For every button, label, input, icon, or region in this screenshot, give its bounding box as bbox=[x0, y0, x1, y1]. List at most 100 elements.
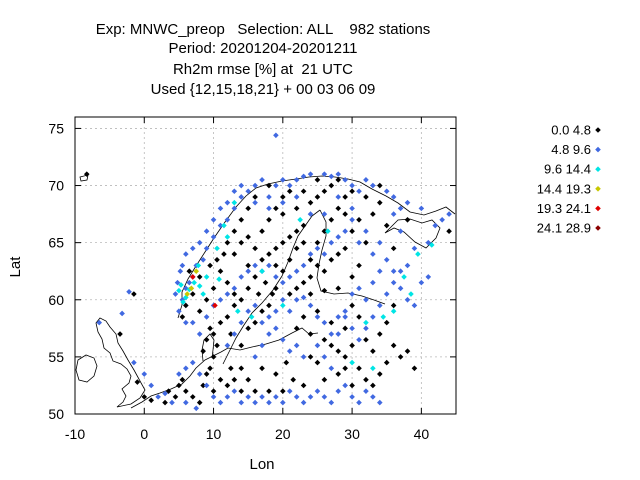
data-point bbox=[234, 308, 241, 314]
data-point bbox=[300, 262, 307, 269]
data-point bbox=[370, 279, 376, 286]
data-point bbox=[286, 256, 293, 263]
series-4 bbox=[189, 274, 218, 309]
data-point bbox=[217, 222, 224, 229]
data-point bbox=[300, 173, 307, 180]
data-point bbox=[286, 188, 293, 195]
data-point bbox=[383, 319, 390, 326]
data-point bbox=[314, 359, 321, 366]
data-point bbox=[176, 382, 182, 389]
data-point bbox=[307, 199, 314, 206]
data-point bbox=[231, 376, 238, 383]
data-point bbox=[231, 331, 238, 337]
data-point bbox=[349, 291, 355, 297]
data-point bbox=[349, 382, 355, 389]
data-point bbox=[196, 283, 203, 289]
data-point bbox=[221, 222, 227, 229]
data-point bbox=[176, 371, 182, 377]
data-point bbox=[321, 394, 328, 400]
data-point bbox=[314, 262, 321, 269]
data-point bbox=[293, 325, 300, 332]
data-point bbox=[383, 256, 390, 263]
data-point bbox=[356, 314, 362, 320]
data-point bbox=[446, 228, 452, 235]
chart-title-line-1: Exp: MNWC_preop Selection: ALL 982 stati… bbox=[95, 21, 431, 38]
data-point bbox=[259, 256, 265, 263]
data-point bbox=[238, 217, 245, 223]
data-point bbox=[217, 268, 224, 275]
data-point bbox=[328, 256, 335, 263]
data-point bbox=[207, 365, 213, 372]
data-point bbox=[238, 399, 245, 406]
data-point bbox=[162, 390, 168, 397]
data-point bbox=[196, 399, 203, 406]
data-point bbox=[179, 296, 186, 303]
data-point bbox=[169, 399, 175, 406]
data-point bbox=[83, 171, 90, 177]
data-point bbox=[96, 319, 103, 326]
data-point bbox=[238, 342, 245, 349]
data-point bbox=[176, 308, 182, 314]
data-point bbox=[238, 274, 245, 280]
data-point bbox=[397, 205, 404, 212]
data-point bbox=[363, 376, 369, 383]
data-point bbox=[148, 397, 154, 404]
data-point bbox=[228, 331, 234, 337]
data-point bbox=[349, 274, 355, 280]
data-point bbox=[356, 262, 362, 269]
data-point bbox=[231, 291, 238, 297]
data-point bbox=[370, 251, 376, 257]
data-point bbox=[363, 325, 369, 332]
chart-title-line-2: Period: 20201204-20201211 bbox=[168, 40, 358, 57]
data-point bbox=[314, 194, 321, 200]
data-point bbox=[280, 268, 286, 275]
data-point bbox=[141, 394, 148, 400]
data-point bbox=[280, 199, 286, 206]
data-point bbox=[356, 239, 362, 246]
data-point bbox=[245, 325, 251, 332]
legend-marker bbox=[595, 225, 601, 231]
coastline-ireland bbox=[75, 354, 98, 383]
data-point bbox=[293, 245, 300, 252]
data-point bbox=[189, 274, 196, 280]
legend-marker bbox=[595, 205, 601, 212]
data-point bbox=[342, 314, 348, 320]
points-layer bbox=[83, 132, 452, 412]
data-point bbox=[224, 394, 231, 400]
data-point bbox=[189, 394, 196, 400]
data-point bbox=[328, 331, 335, 337]
data-point bbox=[203, 245, 210, 252]
data-point bbox=[189, 245, 196, 252]
data-point bbox=[321, 336, 328, 343]
data-point bbox=[172, 291, 179, 297]
data-point bbox=[307, 211, 314, 217]
data-point bbox=[328, 173, 335, 180]
data-point bbox=[210, 354, 217, 360]
data-point bbox=[193, 268, 200, 275]
data-point bbox=[356, 399, 362, 406]
data-point bbox=[342, 382, 348, 389]
data-point bbox=[349, 325, 355, 332]
data-point bbox=[217, 399, 224, 406]
data-point bbox=[176, 287, 182, 294]
series-0 bbox=[83, 171, 452, 406]
data-point bbox=[397, 285, 404, 292]
data-point bbox=[228, 365, 234, 372]
data-point bbox=[293, 228, 300, 235]
data-point bbox=[172, 394, 179, 400]
data-point bbox=[259, 365, 265, 372]
data-point bbox=[342, 308, 348, 314]
data-point bbox=[428, 242, 435, 248]
data-point bbox=[196, 239, 203, 246]
data-point bbox=[321, 211, 328, 217]
data-point bbox=[179, 262, 186, 269]
data-point bbox=[349, 205, 355, 212]
data-point bbox=[196, 308, 203, 314]
data-point bbox=[286, 234, 293, 240]
data-point bbox=[390, 211, 397, 217]
data-point bbox=[245, 308, 251, 314]
data-point bbox=[266, 251, 272, 257]
data-point bbox=[117, 331, 123, 337]
data-point bbox=[377, 199, 383, 206]
